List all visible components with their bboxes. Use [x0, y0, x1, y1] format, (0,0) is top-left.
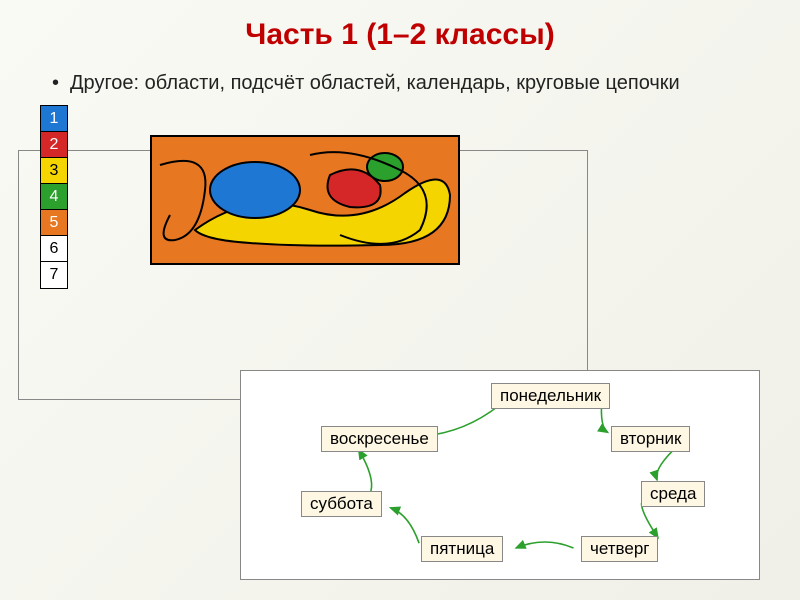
regions-svg [150, 135, 460, 265]
number-strip: 1234567 [40, 105, 68, 289]
week-cycle-box: понедельниквторник среда четверг пятница суб… [240, 370, 760, 580]
regions-diagram [150, 135, 460, 270]
day-label: среда [641, 481, 705, 507]
day-label: вторник [611, 426, 690, 452]
day-label: пятница [421, 536, 503, 562]
number-cell: 3 [41, 158, 67, 184]
day-label: четверг [581, 536, 658, 562]
number-cell: 1 [41, 106, 67, 132]
number-cell: 5 [41, 210, 67, 236]
number-cell: 4 [41, 184, 67, 210]
number-cell: 6 [41, 236, 67, 262]
day-label: суббота [301, 491, 382, 517]
day-label: воскресенье [321, 426, 438, 452]
day-label: понедельник [491, 383, 610, 409]
bullet-text: Другое: области, подсчёт областей, кален… [70, 72, 750, 95]
mid-area: 1234567 [0, 105, 800, 305]
number-cell: 7 [41, 262, 67, 288]
page-title: Часть 1 (1–2 классы) [0, 0, 800, 52]
number-cell: 2 [41, 132, 67, 158]
